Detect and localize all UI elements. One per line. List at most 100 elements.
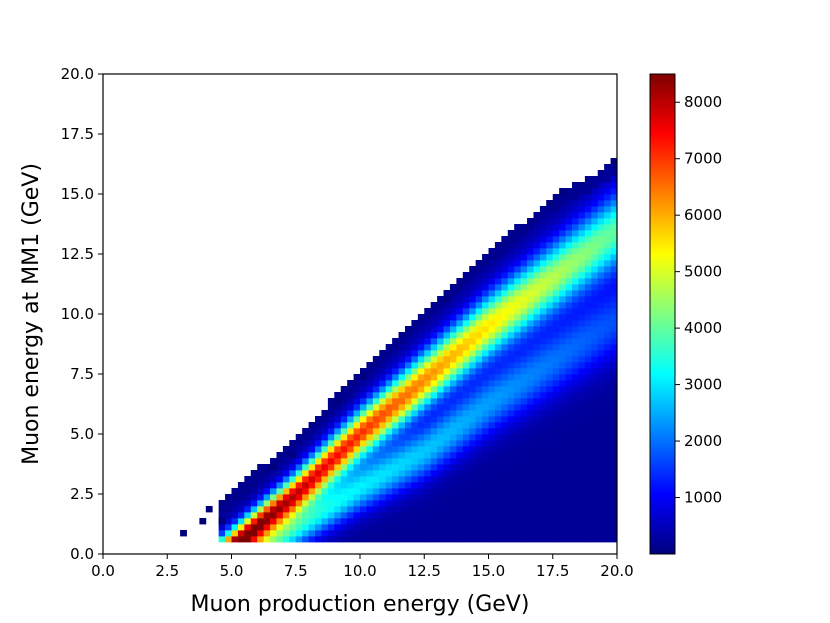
heatmap-cell: [449, 428, 457, 435]
heatmap-cell: [604, 404, 611, 411]
heatmap-cell: [437, 512, 444, 519]
heatmap-cell: [437, 488, 444, 495]
heatmap-cell: [424, 494, 432, 501]
heatmap-cell: [501, 320, 509, 327]
heatmap-cell: [475, 380, 483, 387]
heatmap-cell: [533, 404, 541, 411]
heatmap-cell: [205, 506, 213, 513]
heatmap-cell: [533, 230, 541, 237]
heatmap-cell: [546, 488, 554, 495]
heatmap-cell: [565, 278, 573, 285]
heatmap-cell: [488, 398, 496, 405]
heatmap-cell: [565, 386, 573, 393]
heatmap-cell: [398, 386, 406, 393]
heatmap-cell: [456, 350, 464, 357]
y-tick-label: 7.5: [70, 365, 94, 383]
heatmap-cell: [578, 488, 586, 495]
heatmap-cell: [520, 434, 528, 441]
heatmap-cell: [507, 266, 515, 273]
heatmap-cell: [584, 452, 592, 459]
heatmap-cell: [597, 404, 605, 411]
heatmap-cell: [578, 452, 586, 459]
heatmap-cell: [559, 458, 566, 465]
heatmap-cell: [610, 440, 618, 447]
heatmap-cell: [488, 302, 496, 309]
heatmap-cell: [482, 464, 489, 471]
heatmap-cell: [282, 452, 290, 459]
heatmap-cell: [270, 488, 277, 495]
heatmap-cell: [462, 278, 470, 285]
heatmap-cell: [539, 464, 547, 471]
heatmap-cell: [591, 398, 599, 405]
heatmap-cell: [604, 230, 611, 237]
heatmap-cell: [424, 512, 432, 519]
heatmap-cell: [520, 284, 528, 291]
heatmap-cell: [539, 428, 547, 435]
heatmap-cell: [494, 512, 502, 519]
heatmap-cell: [437, 536, 444, 543]
heatmap-cell: [572, 476, 579, 483]
heatmap-cell: [276, 482, 284, 489]
heatmap-cell: [572, 326, 579, 333]
heatmap-cells: [180, 158, 618, 543]
heatmap-cell: [379, 452, 387, 459]
heatmap-cell: [604, 164, 611, 171]
heatmap-cell: [610, 422, 618, 429]
heatmap-cell: [398, 374, 406, 381]
heatmap-cell: [565, 338, 573, 345]
heatmap-cell: [404, 374, 412, 381]
heatmap-cell: [572, 422, 579, 429]
heatmap-cell: [533, 506, 541, 513]
heatmap-cell: [462, 536, 470, 543]
heatmap-cell: [469, 404, 477, 411]
heatmap-cell: [584, 470, 592, 477]
heatmap-cell: [404, 458, 412, 465]
heatmap-cell: [366, 434, 374, 441]
heatmap-cell: [494, 470, 502, 477]
heatmap-cell: [559, 470, 566, 477]
heatmap-cell: [366, 524, 374, 531]
heatmap-cell: [488, 362, 496, 369]
heatmap-cell: [430, 482, 438, 489]
heatmap-cell: [276, 530, 284, 537]
heatmap-cell: [340, 428, 348, 435]
heatmap-cell: [398, 500, 406, 507]
heatmap-cell: [539, 404, 547, 411]
heatmap-cell: [507, 314, 515, 321]
heatmap-cell: [449, 380, 457, 387]
heatmap-cell: [584, 392, 592, 399]
heatmap-cell: [501, 536, 509, 543]
heatmap-cell: [276, 524, 284, 531]
heatmap-cell: [533, 530, 541, 537]
heatmap-cell: [430, 518, 438, 525]
heatmap-cell: [604, 524, 611, 531]
heatmap-cell: [533, 254, 541, 261]
heatmap-cell: [276, 470, 284, 477]
heatmap-cell: [572, 488, 579, 495]
heatmap-cell: [244, 512, 252, 519]
heatmap-cell: [546, 494, 554, 501]
heatmap-cell: [475, 332, 483, 339]
heatmap-cell: [404, 398, 412, 405]
heatmap-cell: [270, 482, 277, 489]
heatmap-cell: [417, 404, 425, 411]
heatmap-cell: [546, 446, 554, 453]
heatmap-cell: [494, 428, 502, 435]
heatmap-cell: [334, 422, 342, 429]
heatmap-cell: [462, 290, 470, 297]
heatmap-cell: [315, 452, 322, 459]
heatmap-cell: [494, 524, 502, 531]
heatmap-cell: [308, 476, 316, 483]
heatmap-cell: [514, 314, 522, 321]
heatmap-cell: [315, 434, 322, 441]
heatmap-cell: [597, 476, 605, 483]
heatmap-cell: [469, 512, 477, 519]
heatmap-cell: [289, 482, 297, 489]
heatmap-cell: [597, 182, 605, 189]
heatmap-cell: [372, 362, 380, 369]
heatmap-cell: [559, 194, 566, 201]
heatmap-cell: [392, 482, 399, 489]
heatmap-cell: [469, 494, 477, 501]
heatmap-cell: [565, 344, 573, 351]
heatmap-cell: [552, 458, 560, 465]
